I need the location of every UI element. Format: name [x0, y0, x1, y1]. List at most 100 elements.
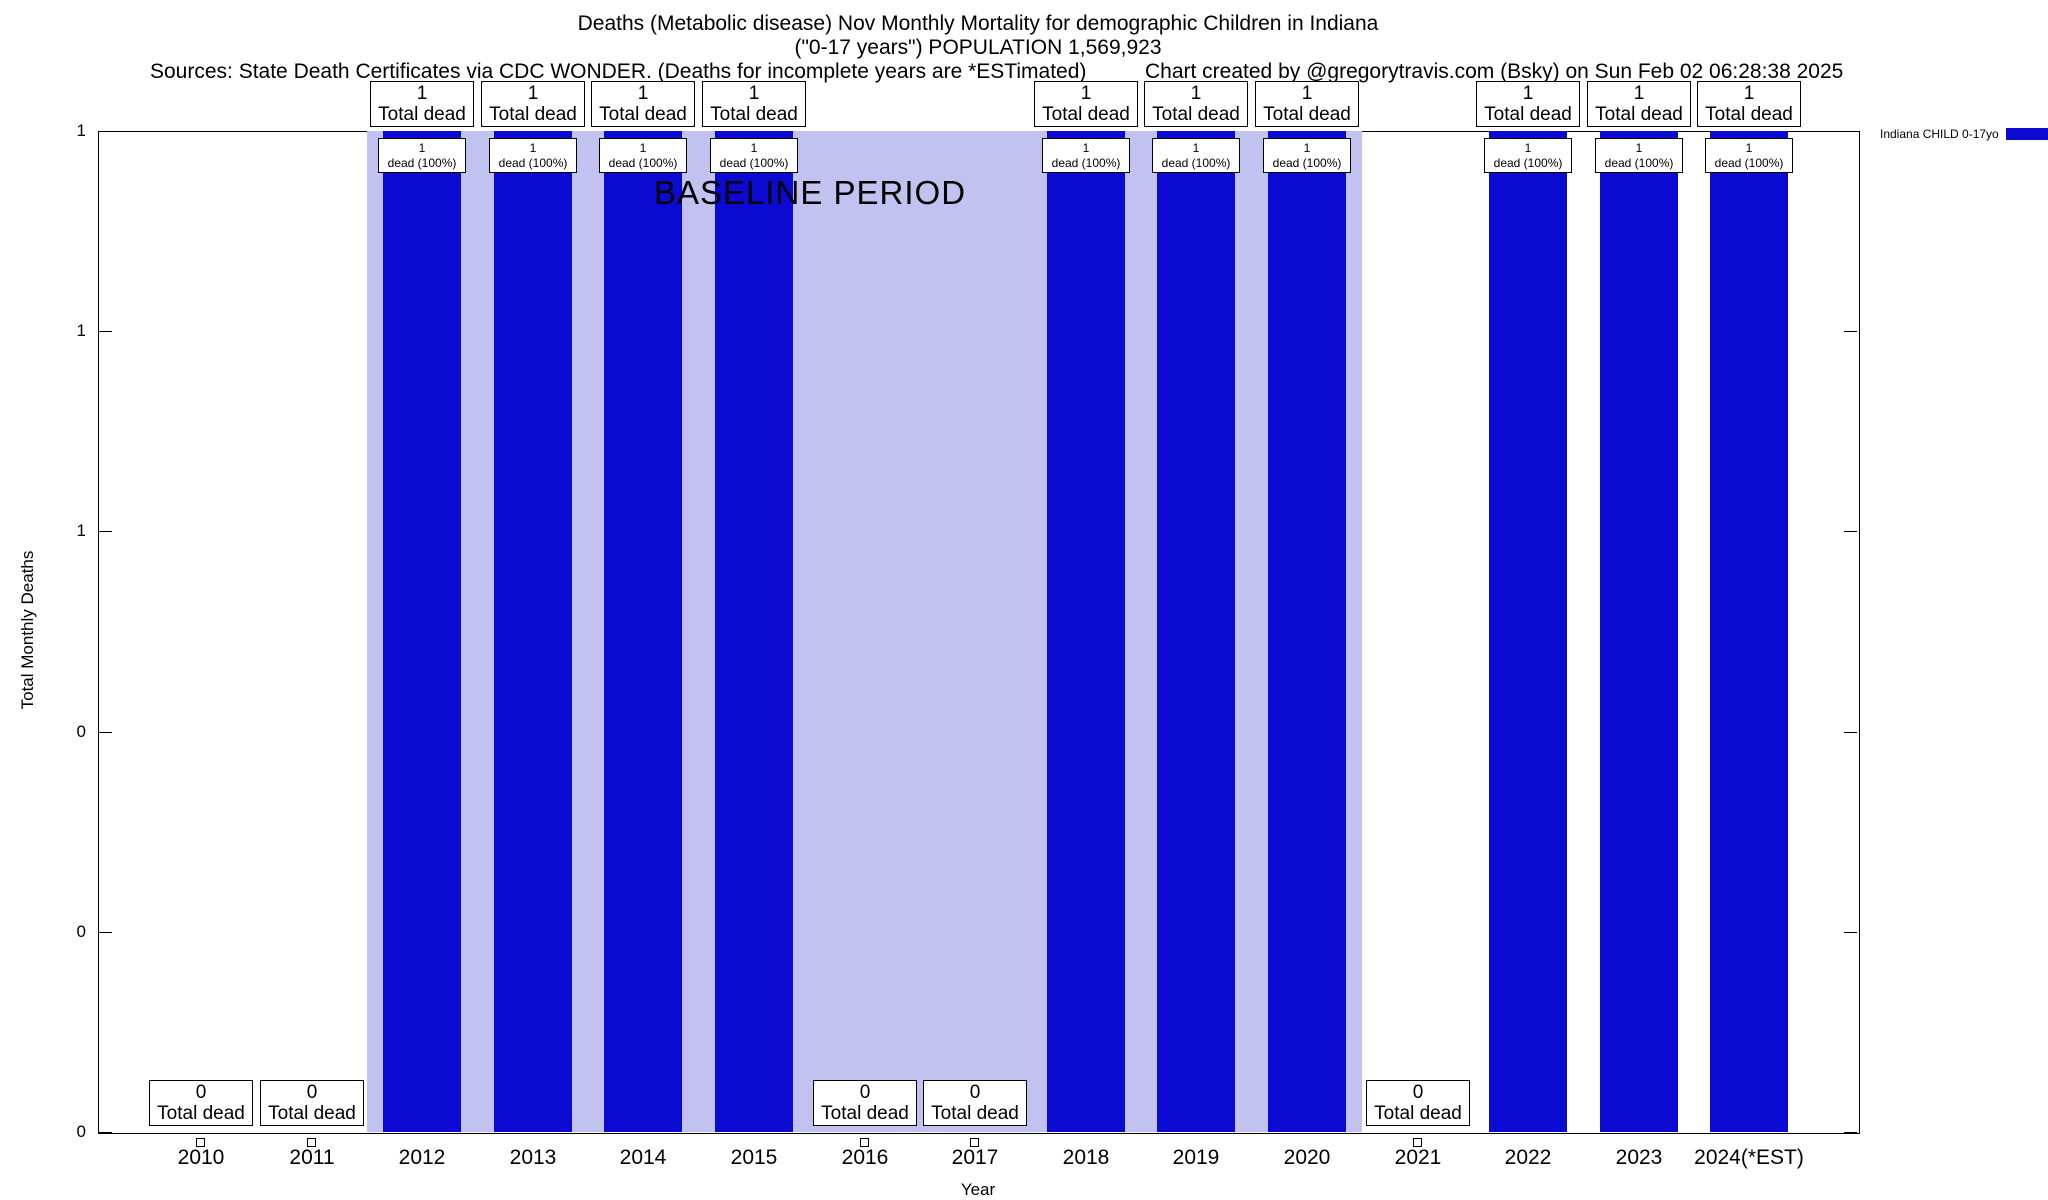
caption-label: dead (100%)	[498, 155, 568, 170]
bar-value-box-2015: 1 dead (100%)	[710, 138, 798, 173]
zero-dead-box-2017: 0 Total dead	[923, 1080, 1027, 1126]
count-label: 0	[195, 1082, 207, 1103]
count-label: 1	[639, 140, 647, 155]
count-label: 1	[1633, 83, 1645, 104]
y-axis-title: Total Monthly Deaths	[18, 550, 37, 710]
zero-marker-2016	[860, 1138, 869, 1147]
count-label: 1	[1743, 83, 1755, 104]
y-tick-mark-left	[99, 932, 112, 933]
bar-value-box-2018: 1 dead (100%)	[1042, 138, 1130, 173]
caption-label: Total dead	[268, 1103, 356, 1124]
count-label: 1	[529, 140, 537, 155]
x-tick-label-2022: 2022	[1504, 1146, 1552, 1169]
total-dead-box-2013: 1 Total dead	[481, 81, 585, 127]
x-tick-label-2015: 2015	[730, 1146, 778, 1169]
count-label: 1	[418, 140, 426, 155]
caption-label: dead (100%)	[1272, 155, 1342, 170]
legend-color-swatch	[2005, 128, 2048, 140]
legend-series-label: Indiana CHILD 0-17yo	[1880, 127, 1999, 141]
caption-label: dead (100%)	[1493, 155, 1563, 170]
count-label: 1	[1082, 140, 1090, 155]
caption-label: dead (100%)	[387, 155, 457, 170]
bar-2015	[715, 131, 793, 1132]
y-tick-label: 1	[76, 521, 86, 540]
baseline-period-label: BASELINE PERIOD	[653, 174, 967, 211]
bar-2018	[1047, 131, 1125, 1132]
caption-label: Total dead	[378, 104, 466, 125]
count-label: 1	[1303, 140, 1311, 155]
caption-label: Total dead	[931, 1103, 1019, 1124]
y-tick-mark-right	[1844, 1132, 1857, 1133]
bar-value-box-2013: 1 dead (100%)	[489, 138, 577, 173]
caption-label: Total dead	[1042, 104, 1130, 125]
y-tick-mark-right	[1844, 732, 1857, 733]
x-tick-label-2016: 2016	[841, 1146, 889, 1169]
total-dead-box-2023: 1 Total dead	[1587, 81, 1691, 127]
bar-value-box-2024EST: 1 dead (100%)	[1705, 138, 1793, 173]
bar-value-box-2014: 1 dead (100%)	[599, 138, 687, 173]
count-label: 0	[969, 1082, 981, 1103]
total-dead-box-2012: 1 Total dead	[370, 81, 474, 127]
count-label: 1	[1635, 140, 1643, 155]
count-label: 1	[527, 83, 539, 104]
total-dead-box-2015: 1 Total dead	[702, 81, 806, 127]
sources-note: Sources: State Death Certificates via CD…	[150, 60, 1087, 83]
caption-label: dead (100%)	[608, 155, 678, 170]
x-tick-label-2019: 2019	[1172, 1146, 1220, 1169]
bar-value-box-2020: 1 dead (100%)	[1263, 138, 1351, 173]
count-label: 0	[859, 1082, 871, 1103]
bar-value-box-2022: 1 dead (100%)	[1484, 138, 1572, 173]
x-tick-label-2018: 2018	[1062, 1146, 1110, 1169]
zero-marker-2021	[1413, 1138, 1422, 1147]
y-tick-mark-right	[1844, 531, 1857, 532]
count-label: 1	[1190, 83, 1202, 104]
y-tick-label: 0	[76, 1122, 86, 1141]
caption-label: Total dead	[1152, 104, 1240, 125]
total-dead-box-2022: 1 Total dead	[1476, 81, 1580, 127]
caption-label: dead (100%)	[1051, 155, 1121, 170]
count-label: 0	[306, 1082, 318, 1103]
caption-label: Total dead	[1484, 104, 1572, 125]
bar-2024EST	[1710, 131, 1788, 1132]
count-label: 1	[1524, 140, 1532, 155]
caption-label: dead (100%)	[719, 155, 789, 170]
bar-value-box-2023: 1 dead (100%)	[1595, 138, 1683, 173]
count-label: 1	[1080, 83, 1092, 104]
caption-label: Total dead	[489, 104, 577, 125]
x-tick-label-2013: 2013	[509, 1146, 557, 1169]
caption-label: Total dead	[599, 104, 687, 125]
bar-value-box-2012: 1 dead (100%)	[378, 138, 466, 173]
y-tick-mark-left	[99, 1132, 112, 1133]
bar-value-box-2019: 1 dead (100%)	[1152, 138, 1240, 173]
zero-dead-box-2021: 0 Total dead	[1366, 1080, 1470, 1126]
y-tick-label: 0	[76, 722, 86, 741]
x-tick-label-2023: 2023	[1615, 1146, 1663, 1169]
zero-marker-2011	[307, 1138, 316, 1147]
x-tick-label-2024EST: 2024(*EST)	[1694, 1146, 1804, 1169]
count-label: 1	[416, 83, 428, 104]
credit-note: Chart created by @gregorytravis.com (Bsk…	[1145, 60, 1844, 83]
caption-label: dead (100%)	[1161, 155, 1231, 170]
count-label: 1	[1745, 140, 1753, 155]
count-label: 1	[637, 83, 649, 104]
y-tick-label: 1	[76, 121, 86, 140]
total-dead-box-2024EST: 1 Total dead	[1697, 81, 1801, 127]
zero-dead-box-2011: 0 Total dead	[260, 1080, 364, 1126]
bar-2012	[383, 131, 461, 1132]
total-dead-box-2019: 1 Total dead	[1144, 81, 1248, 127]
caption-label: Total dead	[821, 1103, 909, 1124]
chart-title-line1: Deaths (Metabolic disease) Nov Monthly M…	[577, 12, 1379, 35]
y-tick-mark-left	[99, 732, 112, 733]
count-label: 1	[750, 140, 758, 155]
bar-2013	[494, 131, 572, 1132]
y-tick-mark-left	[99, 131, 112, 132]
caption-label: Total dead	[1263, 104, 1351, 125]
y-tick-label: 0	[76, 922, 86, 941]
zero-marker-2010	[196, 1138, 205, 1147]
caption-label: dead (100%)	[1714, 155, 1784, 170]
zero-marker-2017	[970, 1138, 979, 1147]
y-tick-mark-right	[1844, 932, 1857, 933]
bar-2014	[604, 131, 682, 1132]
caption-label: Total dead	[1374, 1103, 1462, 1124]
